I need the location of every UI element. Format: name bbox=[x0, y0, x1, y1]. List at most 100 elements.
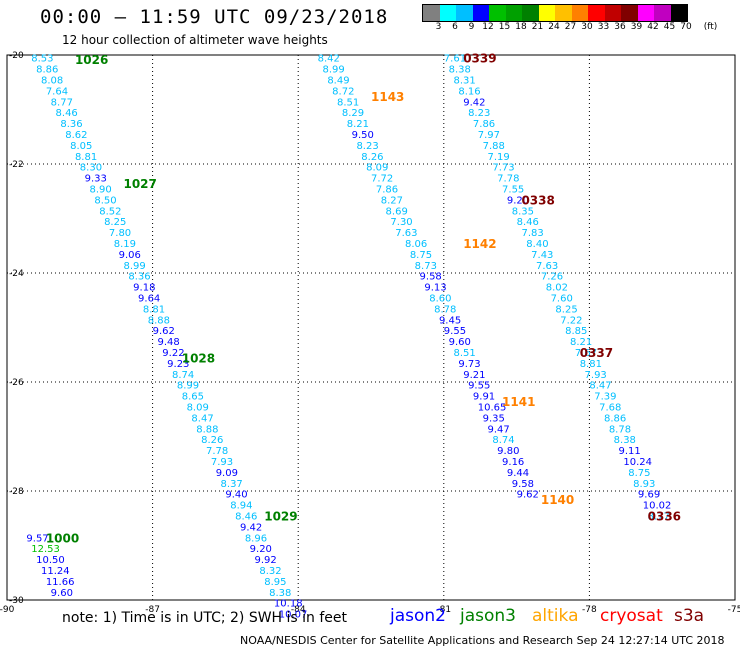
wave-height-value: 7.72 bbox=[371, 174, 393, 185]
pass-time-label: 1140 bbox=[541, 493, 574, 507]
wave-height-value: 8.26 bbox=[201, 435, 223, 446]
wave-height-value: 8.77 bbox=[648, 512, 670, 523]
wave-height-value: 7.68 bbox=[599, 403, 621, 414]
wave-height-value: 8.81 bbox=[580, 359, 602, 370]
wave-height-value: 9.09 bbox=[216, 468, 238, 479]
wave-height-value: 10.07 bbox=[279, 610, 308, 621]
wave-height-value: 8.08 bbox=[41, 76, 63, 87]
x-tick-label: -87 bbox=[145, 605, 160, 615]
wave-height-value: 9.58 bbox=[420, 272, 442, 283]
wave-height-value: 9.42 bbox=[463, 97, 485, 108]
color-scale-label: 39 bbox=[630, 22, 643, 32]
wave-height-value: 9.45 bbox=[439, 315, 461, 326]
wave-height-value: 9.18 bbox=[133, 283, 155, 294]
wave-height-value: 8.99 bbox=[123, 261, 145, 272]
wave-height-value: 8.90 bbox=[90, 185, 112, 196]
color-scale: 3 6 9 12 15 18 21 24 27 30 33 36 39 42 45 70 (ft) bbox=[422, 4, 732, 36]
wave-height-value: 8.73 bbox=[415, 261, 437, 272]
wave-height-value: 8.78 bbox=[434, 304, 456, 315]
wave-height-value: 12.53 bbox=[31, 544, 60, 555]
wave-height-value: 8.72 bbox=[332, 86, 354, 97]
map-frame bbox=[6, 54, 736, 601]
wave-height-value: 8.51 bbox=[337, 97, 359, 108]
pass-time-label: 1029 bbox=[264, 510, 297, 524]
wave-height-value: 9.92 bbox=[255, 555, 277, 566]
wave-height-value: 7.93 bbox=[211, 457, 233, 468]
credit-line: NOAA/NESDIS Center for Satellite Applica… bbox=[240, 634, 725, 647]
wave-height-value: 9.73 bbox=[458, 359, 480, 370]
wave-height-value: 8.23 bbox=[468, 108, 490, 119]
color-scale-label: 12 bbox=[482, 22, 494, 32]
wave-height-value: 8.38 bbox=[614, 435, 636, 446]
wave-height-value: 9.11 bbox=[619, 446, 641, 457]
wave-height-value: 8.50 bbox=[94, 195, 116, 206]
legend-cryosat: cryosat bbox=[600, 606, 663, 626]
wave-height-value: 9.33 bbox=[85, 174, 107, 185]
wave-height-value: 8.37 bbox=[221, 479, 243, 490]
color-swatch bbox=[588, 5, 605, 21]
wave-height-value: 8.86 bbox=[604, 413, 626, 424]
pass-time-label: 0336 bbox=[648, 510, 681, 524]
wave-height-value: 7.61 bbox=[444, 54, 466, 65]
color-scale-label: 30 bbox=[581, 22, 593, 32]
wave-height-value: 7.64 bbox=[46, 86, 68, 97]
wave-height-value: 9.60 bbox=[51, 588, 73, 599]
wave-height-value: 7.86 bbox=[473, 119, 495, 130]
color-scale-label: (ft) bbox=[703, 22, 718, 32]
wave-height-value: 7.83 bbox=[521, 228, 543, 239]
wave-height-value: 8.46 bbox=[517, 217, 539, 228]
wave-height-value: 8.09 bbox=[366, 163, 388, 174]
wave-height-value: 8.05 bbox=[70, 141, 92, 152]
wave-height-value: 8.86 bbox=[36, 65, 58, 76]
wave-height-value: 8.02 bbox=[546, 283, 568, 294]
map-subtitle: 12 hour collection of altimeter wave hei… bbox=[62, 33, 328, 47]
wave-height-value: 7.78 bbox=[497, 174, 519, 185]
wave-height-value: 9.80 bbox=[497, 446, 519, 457]
wave-height-value: 8.62 bbox=[65, 130, 87, 141]
wave-height-value: 8.51 bbox=[454, 348, 476, 359]
wave-height-value: 8.95 bbox=[264, 577, 286, 588]
legend-jason2: jason2 bbox=[390, 606, 446, 626]
wave-height-value: 8.23 bbox=[356, 141, 378, 152]
wave-height-value: 8.74 bbox=[492, 435, 514, 446]
x-tick-label: -90 bbox=[0, 605, 15, 615]
pass-time-label: 1027 bbox=[123, 177, 156, 191]
wave-height-value: 9.69 bbox=[638, 490, 660, 501]
wave-height-value: 9.55 bbox=[468, 381, 490, 392]
wave-height-value: 9.58 bbox=[512, 479, 534, 490]
wave-height-value: 9.55 bbox=[444, 326, 466, 337]
wave-height-value: 8.19 bbox=[114, 239, 136, 250]
wave-height-value: 7.67 bbox=[575, 348, 597, 359]
wave-height-value: 9.13 bbox=[424, 283, 446, 294]
wave-height-value: 8.93 bbox=[633, 479, 655, 490]
x-tick-label: -78 bbox=[582, 605, 597, 615]
wave-height-value: 8.99 bbox=[322, 65, 344, 76]
wave-height-value: 8.85 bbox=[565, 326, 587, 337]
wave-height-value: 8.42 bbox=[318, 54, 340, 65]
wave-height-value: 8.52 bbox=[99, 206, 121, 217]
color-scale-label: 6 bbox=[452, 22, 458, 32]
wave-height-value: 7.86 bbox=[376, 185, 398, 196]
wave-height-value: 9.50 bbox=[352, 130, 374, 141]
pass-time-label: 1141 bbox=[502, 395, 535, 409]
color-swatch bbox=[654, 5, 671, 21]
wave-height-value: 10.18 bbox=[274, 599, 303, 610]
color-swatch bbox=[637, 5, 654, 21]
color-scale-label: 27 bbox=[564, 22, 577, 32]
wave-height-value: 8.81 bbox=[75, 152, 97, 163]
wave-height-value: 8.38 bbox=[449, 65, 471, 76]
wave-height-value: 8.69 bbox=[386, 206, 408, 217]
color-swatch bbox=[456, 5, 473, 21]
color-scale-label: 9 bbox=[468, 22, 475, 32]
x-tick-label: -84 bbox=[291, 605, 306, 615]
pass-time-label: 1026 bbox=[75, 53, 108, 67]
wave-height-value: 8.94 bbox=[230, 501, 252, 512]
pass-time-label: 1028 bbox=[182, 351, 215, 365]
x-tick-label: -81 bbox=[436, 605, 451, 615]
color-swatch bbox=[489, 5, 506, 21]
wave-height-value: 9.20 bbox=[507, 195, 529, 206]
wave-height-value: 7.80 bbox=[109, 228, 131, 239]
color-swatch bbox=[472, 5, 489, 21]
color-swatch bbox=[538, 5, 555, 21]
y-tick-label: -24 bbox=[9, 269, 24, 279]
